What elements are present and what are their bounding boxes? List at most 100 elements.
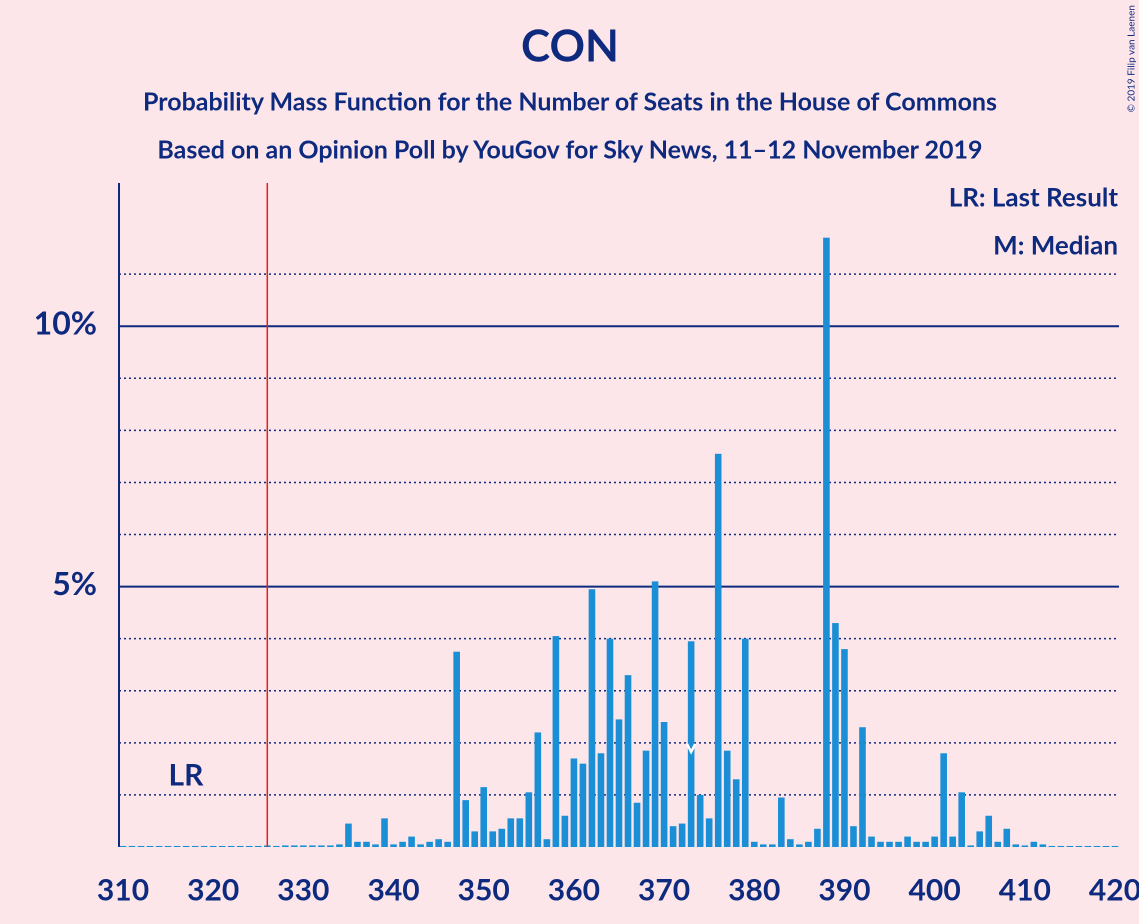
x-tick-label: 400 — [909, 872, 961, 908]
bar — [300, 845, 307, 847]
bar — [254, 845, 262, 847]
bar — [651, 581, 659, 847]
bar — [886, 841, 893, 847]
bar — [940, 753, 947, 847]
y-tick-label: 10% — [34, 302, 97, 341]
bar — [877, 841, 884, 847]
bar — [805, 841, 812, 847]
bar — [922, 841, 929, 847]
bar — [543, 839, 551, 847]
bar — [570, 758, 578, 847]
bar — [1039, 844, 1047, 847]
bar — [390, 844, 397, 847]
bar — [471, 831, 479, 847]
bar — [309, 845, 316, 847]
bar — [480, 787, 488, 847]
bar — [507, 818, 515, 847]
x-tick-label: 380 — [728, 872, 780, 908]
bar — [714, 453, 722, 847]
x-tick-label: 340 — [367, 872, 419, 908]
bar — [363, 841, 370, 847]
bar — [624, 675, 632, 847]
bar — [1093, 845, 1101, 847]
bar — [435, 839, 442, 847]
x-tick-label: 350 — [458, 872, 510, 908]
chart-subtitle: Based on an Opinion Poll by YouGov for S… — [157, 134, 982, 164]
bar — [453, 651, 460, 847]
median-marker — [686, 743, 697, 755]
bar — [552, 636, 560, 847]
bar — [958, 792, 965, 847]
bar — [282, 845, 289, 847]
x-tick-label: 320 — [187, 872, 239, 908]
bar — [525, 792, 533, 847]
x-tick-label: 330 — [277, 872, 329, 908]
bar — [1012, 844, 1020, 847]
legend-entry: LR: Last Result — [949, 181, 1119, 213]
copyright: © 2019 Filip van Laenen — [1126, 5, 1138, 112]
bar — [336, 844, 343, 847]
x-tick-label: 370 — [638, 872, 690, 908]
bar — [399, 841, 406, 847]
chart-subtitle: Probability Mass Function for the Number… — [143, 86, 997, 116]
bar — [579, 763, 587, 847]
bar — [642, 750, 650, 847]
bar — [291, 845, 298, 847]
bar — [660, 722, 668, 847]
bar — [489, 831, 497, 847]
bar — [1048, 845, 1056, 847]
bar — [417, 844, 424, 847]
bar — [868, 836, 875, 847]
bar — [967, 845, 975, 847]
bar — [994, 841, 1002, 847]
bar — [832, 623, 839, 847]
bar — [444, 841, 451, 847]
bar — [759, 844, 767, 847]
bar — [155, 845, 163, 847]
bar — [823, 237, 830, 847]
bar — [985, 815, 993, 847]
bar — [669, 826, 677, 847]
bar — [750, 841, 758, 847]
bar — [345, 823, 352, 847]
bar — [904, 836, 911, 847]
bar — [814, 828, 821, 847]
bar — [354, 841, 361, 847]
bar — [1057, 845, 1065, 847]
bar — [498, 828, 506, 847]
bar — [137, 845, 145, 847]
bar — [426, 841, 433, 847]
bar — [534, 732, 542, 847]
bar — [1084, 845, 1092, 847]
bar — [146, 845, 154, 847]
bar — [976, 831, 984, 847]
bar — [705, 818, 713, 847]
bar — [209, 845, 217, 847]
bar — [778, 797, 785, 847]
bar — [516, 818, 524, 847]
bar — [787, 839, 794, 847]
bar — [732, 779, 740, 847]
legend-entry: M: Median — [993, 229, 1118, 261]
bar — [769, 844, 776, 847]
bar — [1003, 828, 1011, 847]
bar — [164, 845, 172, 847]
bar — [1102, 845, 1110, 847]
bar — [633, 802, 641, 847]
bar — [741, 638, 749, 847]
bar — [1111, 845, 1119, 847]
bar — [218, 845, 226, 847]
x-tick-label: 390 — [818, 872, 870, 908]
x-tick-label: 360 — [548, 872, 600, 908]
bar — [615, 719, 623, 847]
x-tick-label: 420 — [1089, 872, 1139, 908]
bar — [841, 649, 848, 847]
y-tick-label: 5% — [52, 563, 97, 602]
bar — [913, 841, 920, 847]
bar — [696, 794, 704, 847]
bar — [408, 836, 415, 847]
bar — [119, 845, 127, 847]
bar — [1021, 845, 1029, 847]
bar — [561, 815, 569, 847]
bar — [895, 841, 902, 847]
